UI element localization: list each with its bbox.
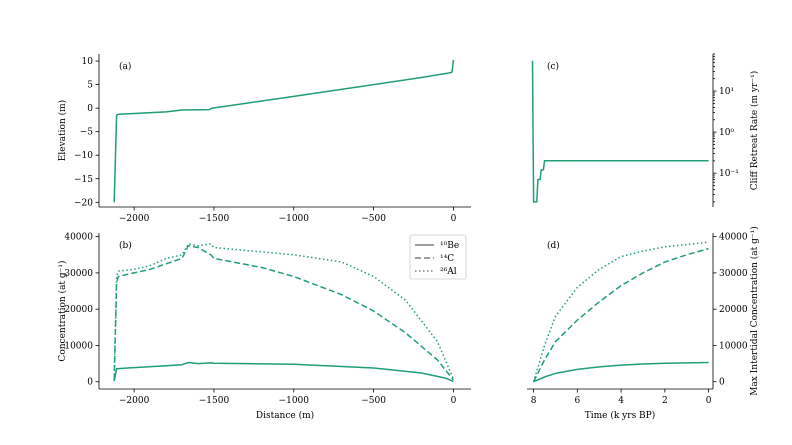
legend-box [409, 234, 467, 280]
y-tick-label: 5 [87, 81, 93, 91]
y-tick-label: 30000 [719, 269, 748, 279]
y-tick-label: −5 [80, 128, 94, 138]
y-axis-label: Concentration (at g⁻¹) [57, 260, 68, 361]
panel-label: (c) [547, 61, 559, 72]
legend-label: ¹⁴C [440, 254, 454, 264]
x-tick-label: 8 [531, 396, 537, 406]
y-tick-label: 40000 [719, 233, 748, 243]
x-tick-label: 0 [451, 214, 457, 224]
y-tick-label: 10⁻¹ [719, 169, 739, 179]
series-line-2-panel-2 [113, 244, 454, 381]
y-tick-label: 0 [87, 378, 93, 388]
series-line-1-panel-3 [531, 60, 709, 203]
x-tick-label: 4 [618, 396, 624, 406]
x-tick-label: 0 [706, 396, 712, 406]
legend-label: ¹⁰Be [440, 241, 459, 251]
series-line-1-panel-4 [533, 361, 709, 383]
x-tick-label: −1000 [279, 396, 310, 406]
y-tick-label: −20 [74, 198, 93, 208]
legend-label: ²⁶Al [440, 267, 457, 277]
x-tick-label: −1500 [199, 214, 230, 224]
x-tick-label: −2000 [119, 214, 150, 224]
y-tick-label: −15 [74, 175, 93, 185]
x-tick-label: 0 [451, 396, 457, 406]
series-line-1-panel-2 [113, 361, 454, 383]
y-tick-label: 40000 [64, 233, 93, 243]
y-axis-label: Cliff Retreat Rate (m yr⁻¹) [749, 71, 760, 190]
y-tick-label: −10 [74, 151, 93, 161]
y-tick-label: 10 [82, 57, 94, 67]
y-tick-label: 10⁰ [719, 128, 734, 138]
x-tick-label: −2000 [119, 396, 150, 406]
series-line-1-panel-1 [113, 60, 455, 203]
x-axis-label: Time (k yrs BP) [585, 410, 655, 421]
x-tick-label: 6 [574, 396, 580, 406]
y-tick-label: 20000 [719, 305, 748, 315]
x-tick-label: −500 [361, 396, 386, 406]
x-tick-label: −1500 [199, 396, 230, 406]
y-tick-label: 20000 [64, 305, 93, 315]
series-line-2-panel-4 [532, 247, 709, 383]
y-axis-label: Max Intertidal Concentration (at g⁻¹) [749, 226, 760, 396]
panel-label: (a) [119, 61, 131, 72]
series-line-3-panel-2 [113, 243, 455, 380]
y-tick-label: 0 [719, 378, 725, 388]
x-tick-label: 2 [662, 396, 668, 406]
panel-label: (d) [547, 240, 560, 251]
y-tick-label: 10000 [719, 341, 748, 351]
x-axis-label: Distance (m) [256, 410, 314, 421]
y-tick-label: 10000 [64, 341, 93, 351]
panel-label: (b) [119, 240, 132, 251]
x-tick-label: −1000 [279, 214, 310, 224]
y-axis-label: Elevation (m) [57, 100, 68, 161]
y-tick-label: 30000 [64, 269, 93, 279]
y-tick-label: 10¹ [719, 87, 734, 97]
series-line-3-panel-4 [532, 241, 709, 382]
y-tick-label: 0 [87, 104, 93, 114]
x-tick-label: −500 [361, 214, 386, 224]
